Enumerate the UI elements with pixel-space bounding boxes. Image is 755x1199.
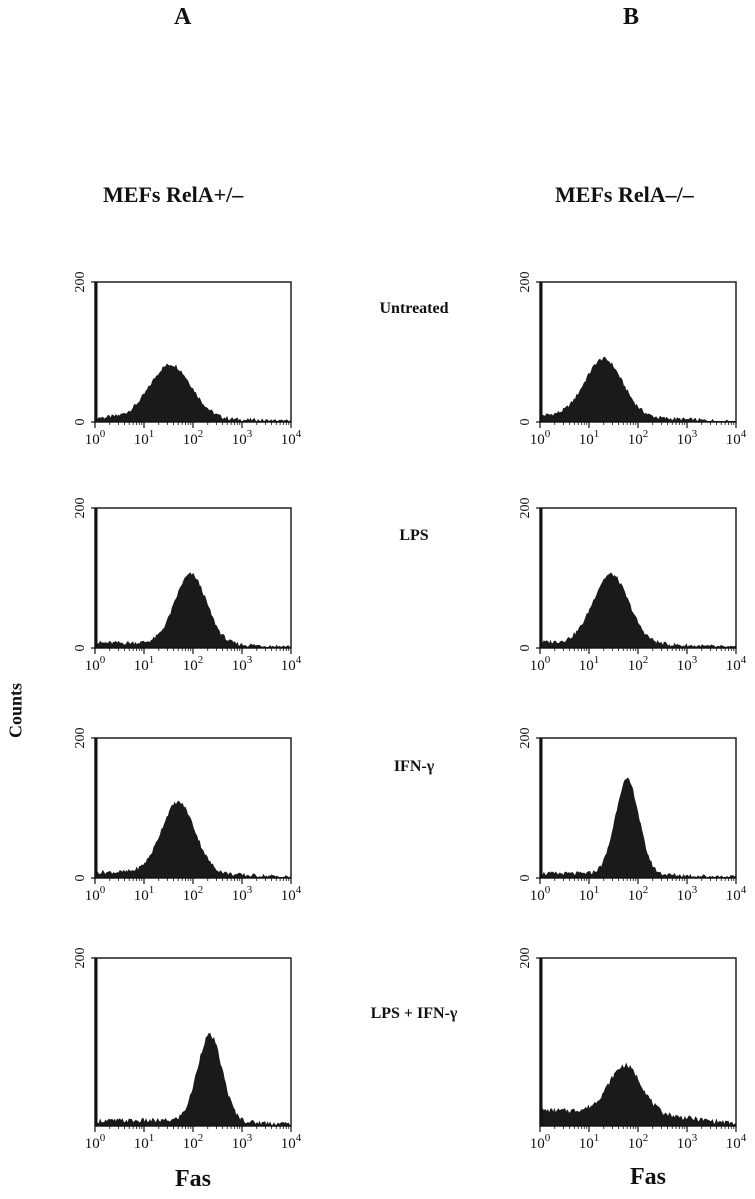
x-tick-label: 101: [579, 1132, 600, 1152]
histogram-fill: [539, 572, 737, 649]
x-tick-label: 104: [726, 884, 747, 904]
x-tick-label: 100: [530, 654, 551, 674]
x-tick-label: 103: [232, 884, 253, 904]
x-tick-label: 104: [726, 1132, 747, 1152]
x-tick-label: 104: [726, 654, 747, 674]
y-axis-title: Counts: [5, 682, 26, 739]
x-tick-label: 103: [677, 884, 698, 904]
histogram-fill: [539, 777, 737, 879]
x-tick-label: 102: [628, 654, 649, 674]
x-tick-label: 104: [281, 654, 302, 674]
histogram-a-3: 0 200 100 101 102 103 104: [73, 728, 302, 905]
x-tick-label: 103: [232, 654, 253, 674]
y-tick-label: 200: [518, 728, 533, 749]
x-axis-title-b: Fas: [630, 1164, 666, 1190]
x-tick-label: 102: [628, 1132, 649, 1152]
histogram-fill: [94, 1032, 292, 1127]
y-tick-label: 200: [518, 272, 533, 293]
histogram-b-2: 0 200 100 101 102 103 104: [518, 498, 747, 675]
x-tick-label: 100: [85, 1132, 106, 1152]
plot-frame: [539, 281, 737, 423]
y-tick-label: 0: [518, 419, 533, 426]
x-tick-label: 101: [134, 884, 155, 904]
histogram-b-3: 0 200 100 101 102 103 104: [518, 728, 747, 905]
x-tick-label: 102: [183, 428, 204, 448]
y-tick-label: 200: [73, 728, 88, 749]
x-tick-label: 102: [183, 1132, 204, 1152]
histogram-fill: [94, 363, 292, 423]
x-tick-label: 100: [85, 654, 106, 674]
y-tick-label: 200: [518, 498, 533, 519]
x-tick-label: 104: [281, 428, 302, 448]
x-tick-label: 103: [232, 1132, 253, 1152]
x-tick-label: 101: [579, 654, 600, 674]
y-tick-label: 0: [73, 875, 88, 882]
y-tick-label: 0: [518, 645, 533, 652]
y-tick-label: 200: [73, 272, 88, 293]
x-tick-label: 102: [628, 884, 649, 904]
x-tick-label: 101: [134, 654, 155, 674]
x-tick-label: 100: [530, 1132, 551, 1152]
x-tick-label: 102: [183, 654, 204, 674]
x-tick-label: 104: [726, 428, 747, 448]
x-tick-label: 104: [281, 1132, 302, 1152]
histogram-fill: [94, 572, 292, 649]
histogram-a-2: 0 200 100 101 102 103 104: [73, 498, 302, 675]
x-tick-label: 101: [579, 428, 600, 448]
x-tick-label: 103: [232, 428, 253, 448]
x-tick-label: 100: [530, 884, 551, 904]
row-label-ifn: IFN-γ: [393, 758, 435, 775]
column-title-b: MEFs RelA–/–: [555, 182, 694, 207]
x-tick-label: 102: [183, 884, 204, 904]
x-tick-label: 100: [530, 428, 551, 448]
histogram-fill: [94, 800, 292, 879]
x-tick-label: 101: [134, 428, 155, 448]
histogram-a-1: 0 200 100 101 102 103 104: [73, 272, 302, 449]
y-tick-label: 200: [518, 948, 533, 969]
panel-letter-a: A: [174, 4, 192, 30]
histogram-b-4: 200 100 101 102 103 104: [518, 948, 747, 1153]
row-label-untreated: Untreated: [379, 300, 449, 317]
y-tick-label: 0: [518, 875, 533, 882]
x-tick-label: 100: [85, 884, 106, 904]
x-tick-label: 103: [677, 654, 698, 674]
y-tick-label: 0: [73, 645, 88, 652]
x-tick-label: 103: [677, 1132, 698, 1152]
x-tick-label: 101: [579, 884, 600, 904]
y-tick-label: 200: [73, 498, 88, 519]
x-tick-label: 104: [281, 884, 302, 904]
histogram-fill: [539, 356, 737, 423]
row-label-lps: LPS: [399, 527, 429, 544]
row-label-lps-ifn: LPS + IFN-γ: [370, 1005, 458, 1022]
y-tick-label: 200: [73, 948, 88, 969]
column-title-a: MEFs RelA+/–: [103, 182, 244, 207]
x-tick-label: 101: [134, 1132, 155, 1152]
x-tick-label: 103: [677, 428, 698, 448]
histogram-b-1: 0 200 100 101 102 103 104: [518, 272, 747, 449]
panel-letter-b: B: [623, 4, 640, 30]
x-tick-label: 100: [85, 428, 106, 448]
histogram-a-4: 200 100 101 102 103 104: [73, 948, 302, 1153]
histogram-fill: [539, 1062, 737, 1127]
x-axis-title-a: Fas: [175, 1166, 211, 1192]
x-tick-label: 102: [628, 428, 649, 448]
y-tick-label: 0: [73, 419, 88, 426]
